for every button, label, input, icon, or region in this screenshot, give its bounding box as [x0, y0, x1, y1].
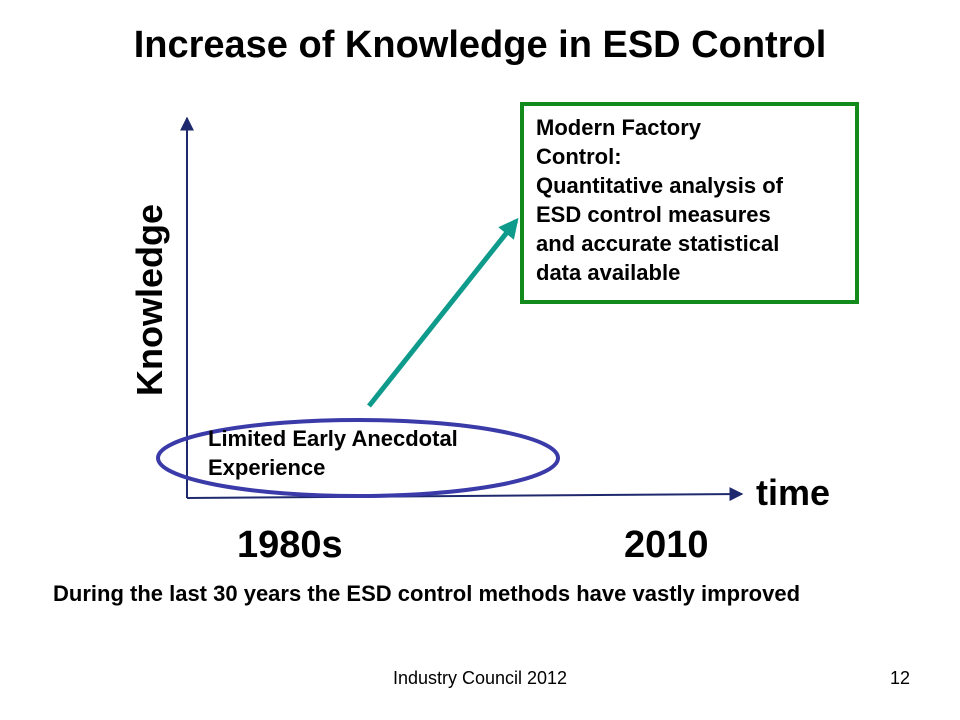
page-number: 12	[889, 668, 910, 688]
ellipse-line: Experience	[208, 455, 326, 480]
box-line: ESD control measures	[536, 202, 771, 227]
early-experience-text: Limited Early Anecdotal Experience	[208, 424, 538, 482]
x-axis-label: time	[756, 472, 830, 513]
box-line: Control:	[536, 144, 622, 169]
x-tick-1980s: 1980s	[237, 524, 343, 566]
modern-factory-text: Modern Factory Control: Quantitative ana…	[536, 113, 851, 287]
x-tick-2010: 2010	[624, 524, 709, 566]
box-line: and accurate statistical	[536, 231, 780, 256]
x-axis	[186, 487, 744, 502]
early-experience-ellipse	[156, 418, 560, 498]
footer-text: Industry Council 2012	[392, 668, 568, 688]
slide-title: Increase of Knowledge in ESD Control	[133, 24, 827, 66]
progress-arrow	[367, 217, 519, 408]
y-axis-label: Knowledge	[129, 204, 170, 396]
slide-caption: During the last 30 years the ESD control…	[53, 581, 801, 606]
ellipse-line: Limited Early Anecdotal	[208, 426, 458, 451]
box-line: Quantitative analysis of	[536, 173, 783, 198]
box-line: Modern Factory	[536, 115, 702, 140]
box-line: data available	[536, 260, 681, 285]
modern-factory-box	[520, 102, 859, 304]
